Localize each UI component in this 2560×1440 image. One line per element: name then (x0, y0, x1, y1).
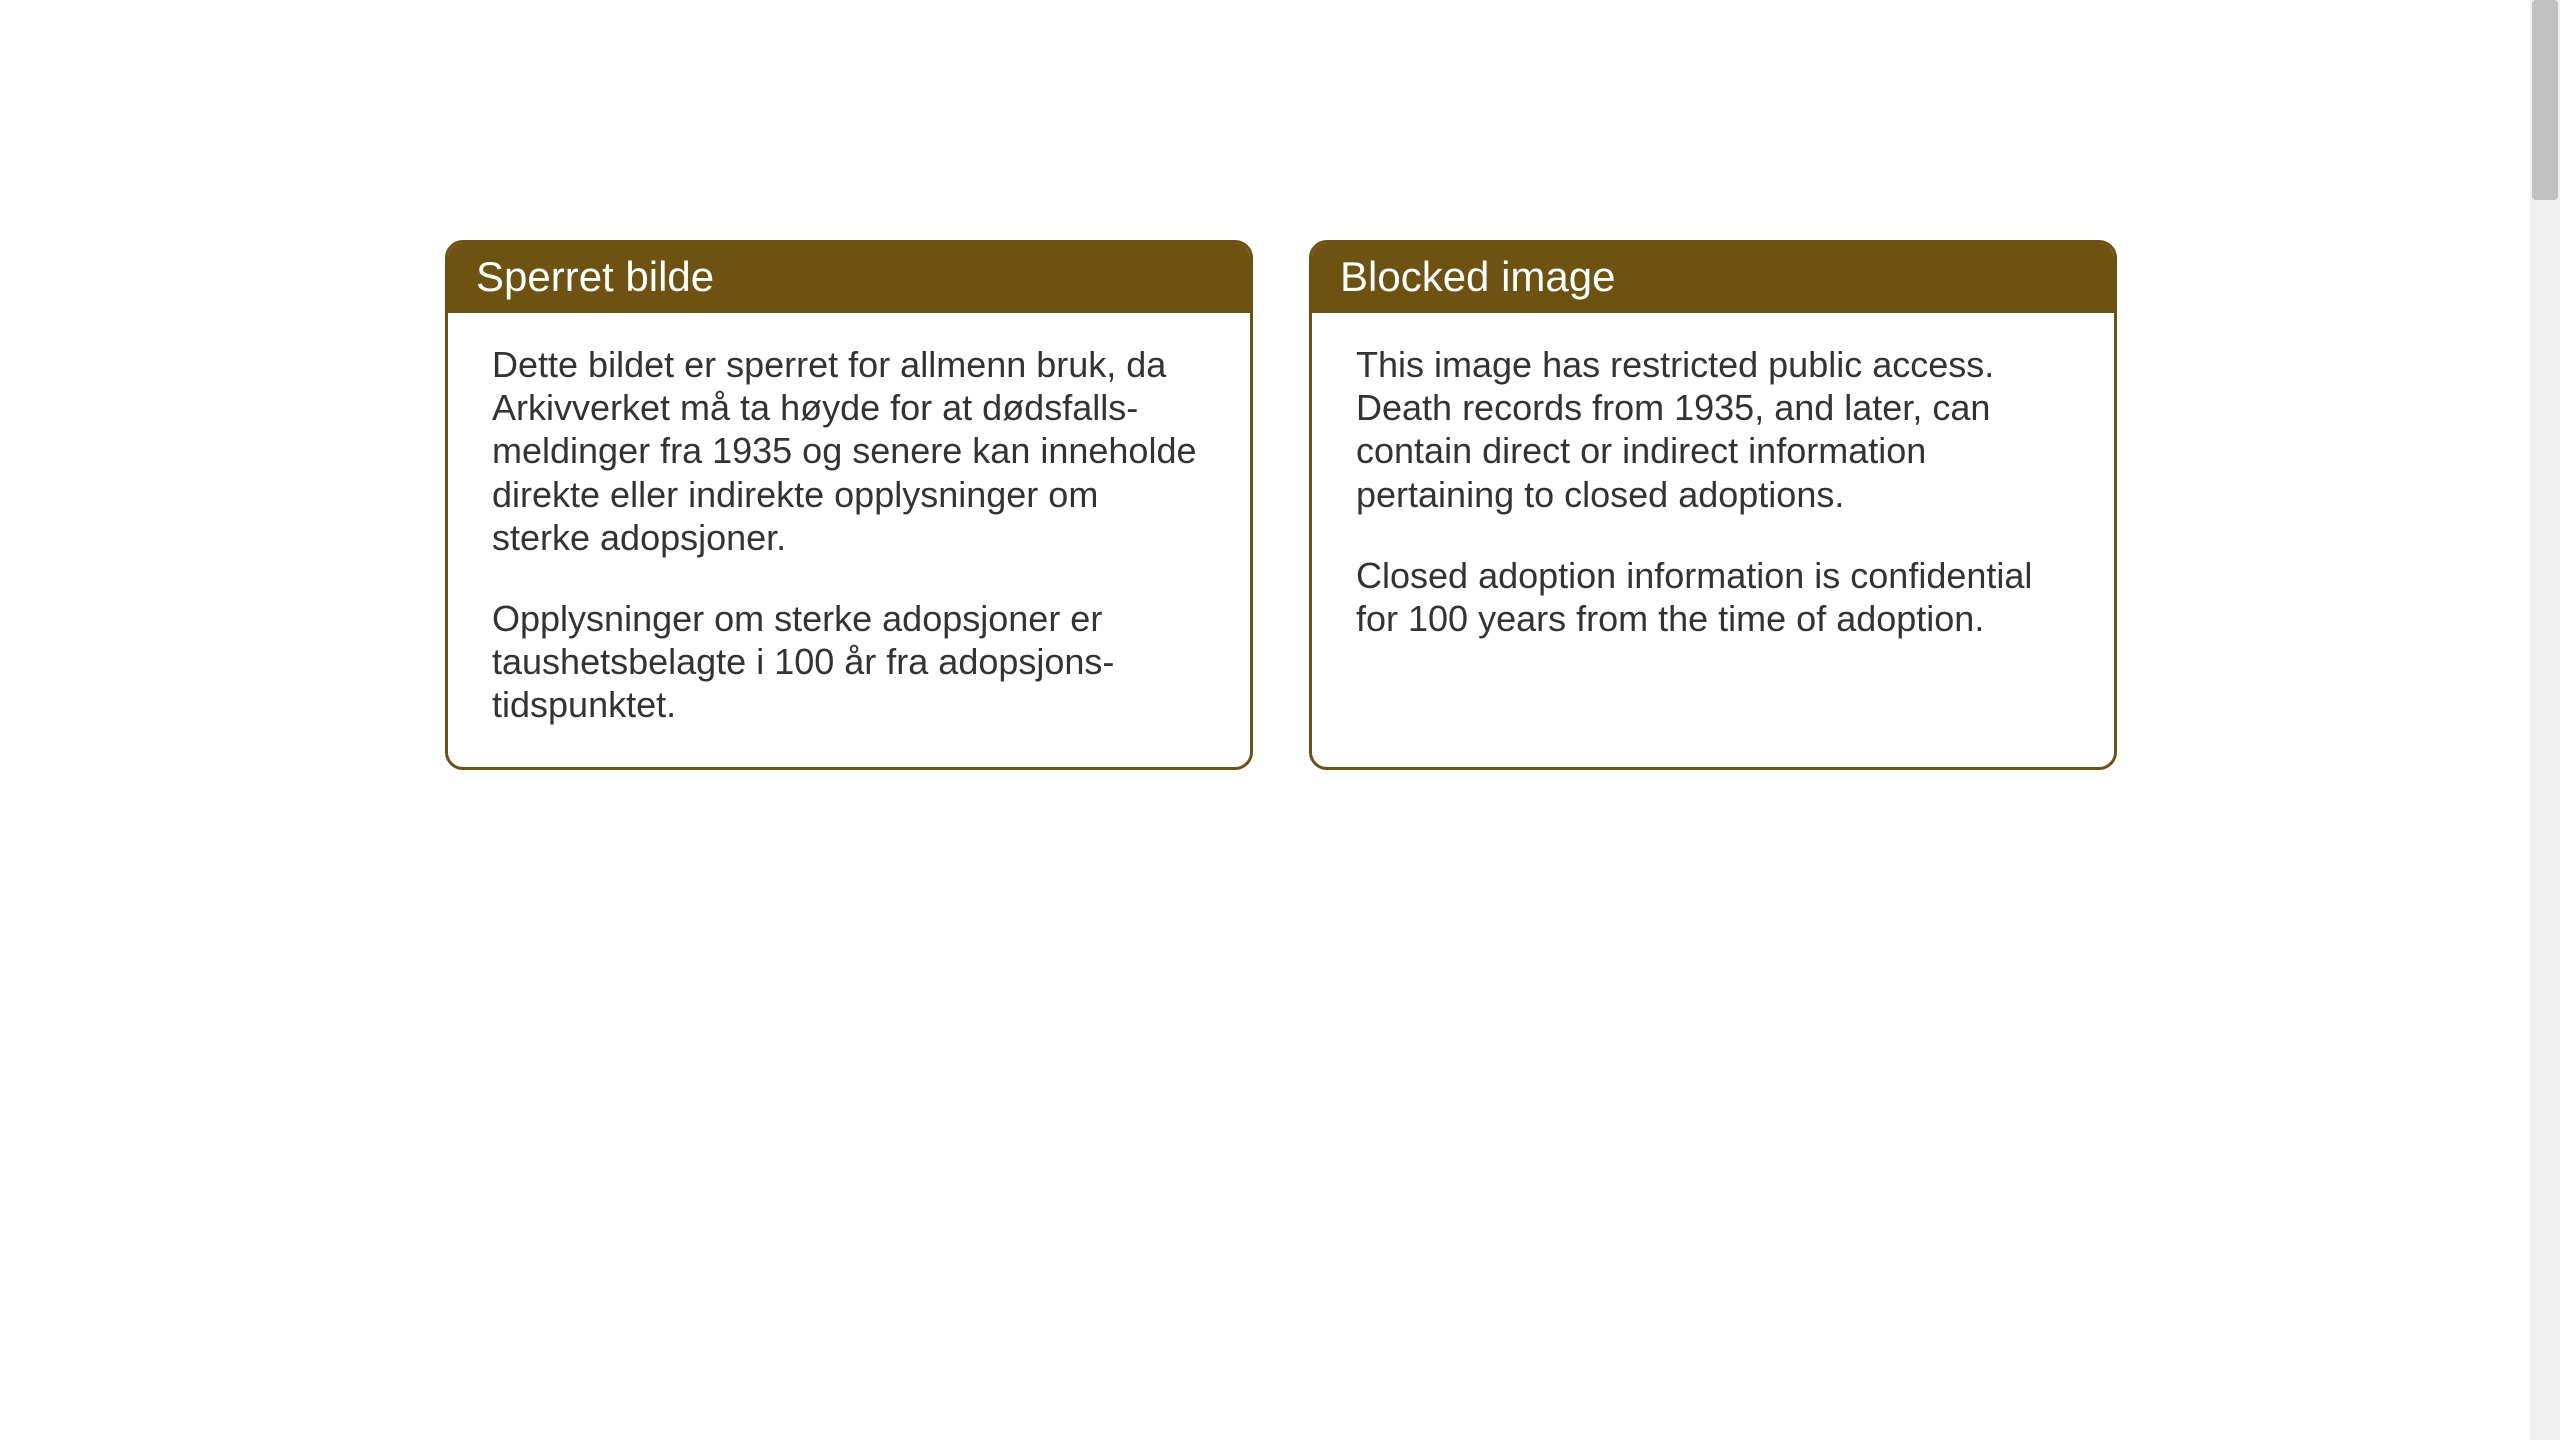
norwegian-card-body: Dette bildet er sperret for allmenn bruk… (448, 313, 1250, 767)
english-notice-card: Blocked image This image has restricted … (1309, 240, 2117, 770)
norwegian-notice-card: Sperret bilde Dette bildet er sperret fo… (445, 240, 1253, 770)
norwegian-paragraph-2: Opplysninger om sterke adopsjoner er tau… (492, 597, 1206, 727)
english-card-body: This image has restricted public access.… (1312, 313, 2114, 680)
vertical-scrollbar[interactable] (2530, 0, 2560, 1440)
norwegian-paragraph-1: Dette bildet er sperret for allmenn bruk… (492, 343, 1206, 559)
english-paragraph-1: This image has restricted public access.… (1356, 343, 2070, 516)
english-card-title: Blocked image (1312, 243, 2114, 313)
norwegian-card-title: Sperret bilde (448, 243, 1250, 313)
english-paragraph-2: Closed adoption information is confident… (1356, 554, 2070, 640)
scrollbar-thumb[interactable] (2532, 0, 2558, 200)
notice-container: Sperret bilde Dette bildet er sperret fo… (0, 0, 2560, 770)
